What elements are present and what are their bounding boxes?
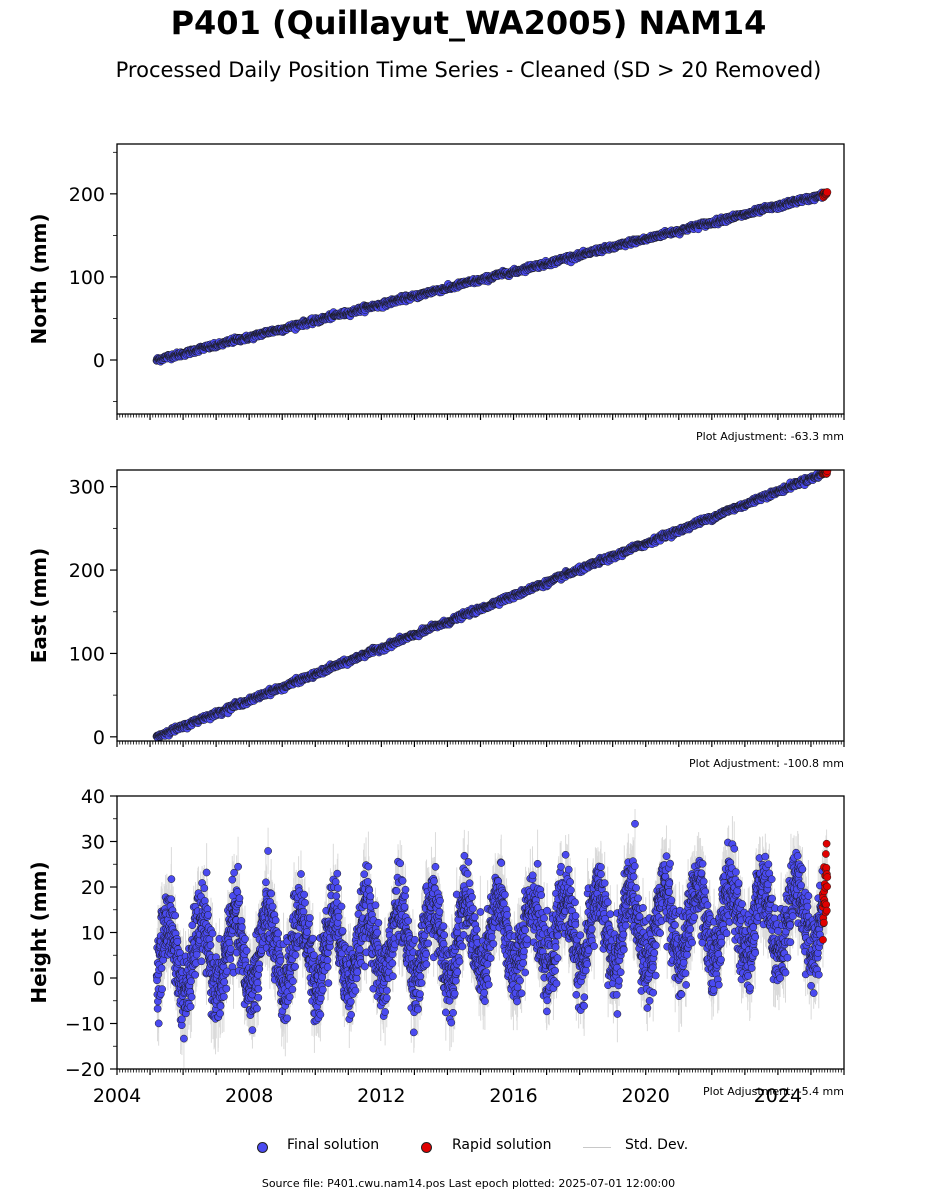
data-points [152, 188, 832, 366]
rapid-point [823, 470, 832, 475]
y-tick-label: 100 [69, 267, 105, 289]
y-ticks: 0 100 200 [69, 151, 117, 402]
y-tick-label: 200 [69, 184, 105, 206]
data-points [152, 470, 832, 741]
plot-adjustment: Plot Adjustment: -63.3 mm [696, 430, 844, 443]
x-ticks [116, 414, 845, 420]
chart-title: P401 (Quillayut_WA2005) NAM14 [170, 4, 767, 42]
y-tick-label: 0 [93, 350, 105, 372]
rapid-point [823, 188, 832, 197]
plot-area [152, 188, 832, 366]
y-axis-label: North (mm) [27, 213, 51, 344]
x-ticks [116, 741, 845, 747]
chart-subtitle: Processed Daily Position Time Series - C… [115, 58, 822, 82]
panel-1: 0 100 200 North (mm) Plot Adjustment: -63.3 … [27, 143, 845, 443]
plot-area [152, 470, 832, 741]
